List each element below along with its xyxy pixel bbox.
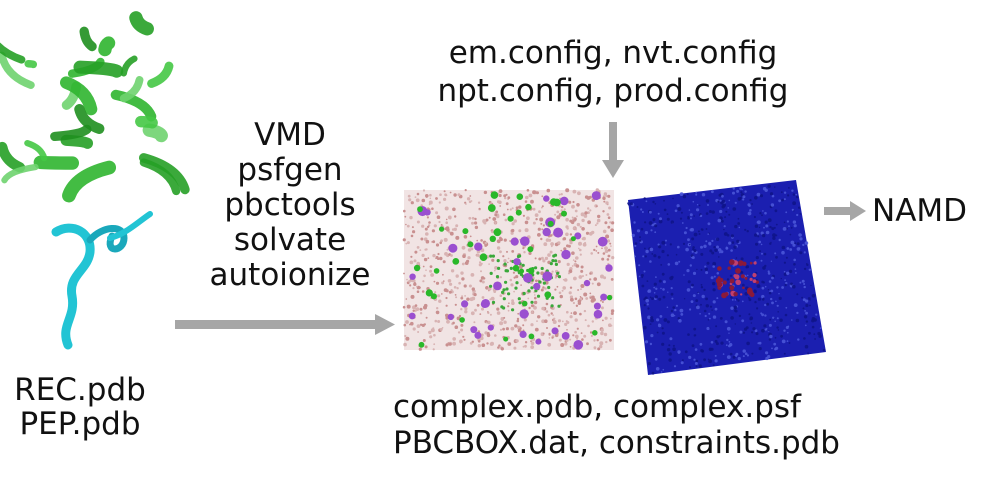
tool-pbctools: pbctools bbox=[224, 187, 356, 223]
input-files-label: REC.pdb PEP.pdb bbox=[10, 375, 150, 440]
config-line-1: em.config, nvt.config bbox=[448, 35, 778, 71]
tool-solvate: solvate bbox=[233, 222, 347, 258]
output-files-label: complex.pdb, complex.psf PBCBOX.dat, con… bbox=[393, 392, 893, 459]
config-arrow bbox=[602, 122, 624, 178]
config-files-label: em.config, nvt.config npt.config, prod.c… bbox=[420, 38, 806, 107]
namd-arrow bbox=[824, 201, 866, 221]
tool-psfgen: psfgen bbox=[237, 152, 343, 188]
output-line-2: PBCBOX.dat, constraints.pdb bbox=[393, 425, 840, 461]
tools-arrow bbox=[175, 314, 395, 335]
config-line-2: npt.config, prod.config bbox=[437, 73, 789, 109]
receptor-structure-icon bbox=[0, 11, 190, 203]
peptide-structure-icon bbox=[51, 211, 153, 350]
tools-list: VMD psfgen pbctools solvate autoionize bbox=[190, 120, 390, 291]
input-file-rec: REC.pdb bbox=[14, 372, 146, 408]
namd-label: NAMD bbox=[872, 193, 968, 229]
output-line-1: complex.pdb, complex.psf bbox=[393, 389, 801, 425]
input-file-pep: PEP.pdb bbox=[19, 406, 141, 442]
water-box-image bbox=[627, 180, 826, 375]
tool-autoionize: autoionize bbox=[209, 257, 371, 293]
tool-vmd: VMD bbox=[254, 117, 326, 153]
solvated-box-image bbox=[402, 188, 615, 351]
